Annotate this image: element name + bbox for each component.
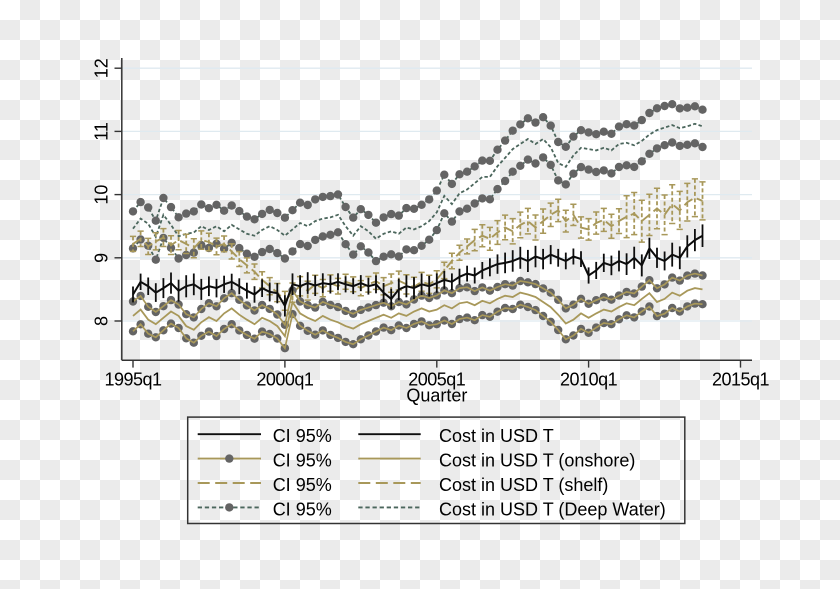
svg-text:10: 10 bbox=[92, 185, 112, 205]
svg-text:9: 9 bbox=[92, 253, 112, 263]
svg-text:Cost in USD T (shelf): Cost in USD T (shelf) bbox=[439, 475, 608, 495]
svg-text:Cost in USD T (onshore): Cost in USD T (onshore) bbox=[439, 451, 635, 471]
svg-text:CI 95%: CI 95% bbox=[273, 475, 332, 495]
svg-text:12: 12 bbox=[92, 58, 112, 78]
svg-text:CI 95%: CI 95% bbox=[273, 426, 332, 446]
svg-text:CI 95%: CI 95% bbox=[273, 451, 332, 471]
svg-text:Quarter: Quarter bbox=[406, 385, 467, 405]
svg-text:1995q1: 1995q1 bbox=[104, 370, 162, 390]
svg-text:2015q1: 2015q1 bbox=[712, 370, 770, 390]
svg-text:CI 95%: CI 95% bbox=[273, 499, 332, 519]
svg-text:2010q1: 2010q1 bbox=[560, 370, 618, 390]
svg-text:11: 11 bbox=[92, 122, 112, 141]
svg-text:8: 8 bbox=[92, 316, 112, 326]
svg-text:2005q1: 2005q1 bbox=[408, 370, 466, 390]
svg-text:Cost in USD T (Deep Water): Cost in USD T (Deep Water) bbox=[439, 499, 666, 519]
svg-text:Cost in USD T: Cost in USD T bbox=[439, 426, 554, 446]
svg-text:2000q1: 2000q1 bbox=[256, 370, 314, 390]
